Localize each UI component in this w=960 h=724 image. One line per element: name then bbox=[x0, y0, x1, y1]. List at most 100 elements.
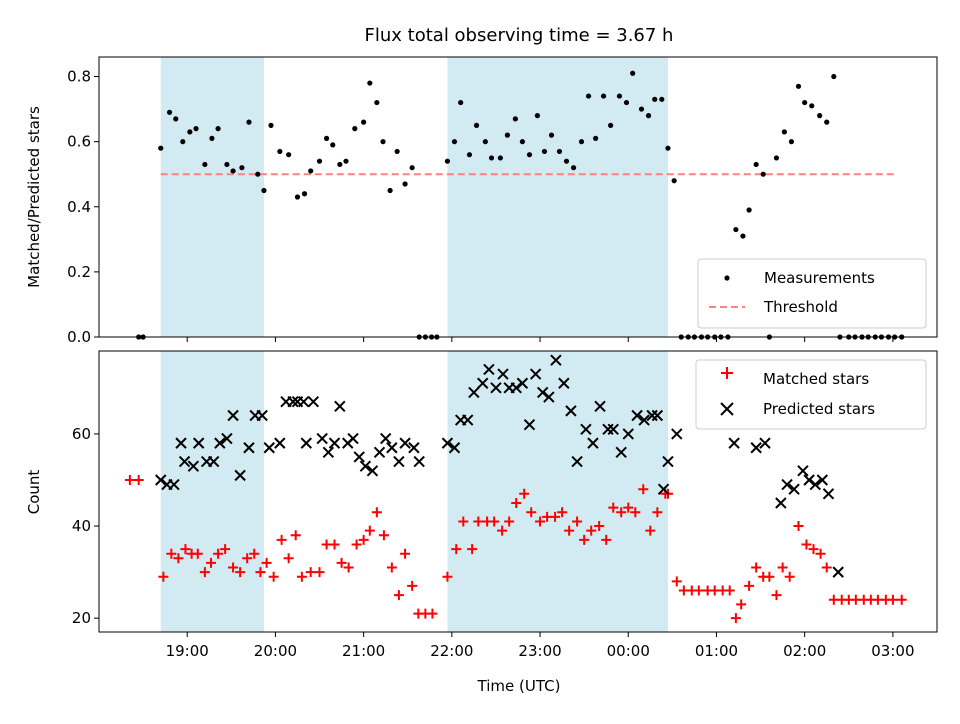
measurement-point bbox=[817, 113, 823, 119]
matched-stars-point bbox=[336, 557, 347, 568]
panel-top: 0.00.20.40.60.8 Matched/Predicted stars … bbox=[25, 56, 938, 346]
matched-stars-point bbox=[489, 516, 500, 527]
predicted-stars-point bbox=[399, 437, 411, 449]
predicted-stars-point bbox=[227, 409, 239, 422]
measurement-point bbox=[534, 113, 541, 119]
matched-stars-point bbox=[557, 507, 568, 518]
matched-stars-point bbox=[400, 548, 411, 559]
matched-stars-point bbox=[497, 525, 508, 536]
legend-label-threshold: Threshold bbox=[763, 298, 838, 316]
measurement-point bbox=[753, 161, 759, 168]
predicted-stars-point bbox=[651, 409, 664, 422]
matched-stars-point bbox=[724, 585, 735, 596]
predicted-stars-point bbox=[536, 386, 549, 399]
x-tick-label: 22:00 bbox=[430, 642, 473, 660]
matched-stars-point bbox=[427, 608, 438, 619]
measurement-point bbox=[802, 99, 808, 106]
measurement-point bbox=[519, 139, 526, 145]
matched-stars-point bbox=[616, 507, 627, 518]
predicted-stars-point bbox=[359, 460, 372, 472]
measurement-point bbox=[600, 93, 607, 99]
shaded-interval bbox=[160, 351, 264, 632]
matched-stars-point bbox=[283, 553, 294, 564]
predicted-stars-point bbox=[657, 483, 670, 495]
predicted-stars-point bbox=[214, 437, 226, 449]
matched-stars-point bbox=[276, 534, 287, 545]
predicted-stars-point bbox=[816, 474, 829, 486]
matched-stars-point bbox=[199, 567, 210, 578]
measurement-point bbox=[795, 83, 802, 89]
measurement-point bbox=[824, 119, 830, 125]
measurement-point bbox=[570, 165, 577, 171]
matched-stars-point bbox=[249, 548, 260, 559]
measurement-point bbox=[374, 99, 380, 106]
measurement-point bbox=[180, 139, 186, 145]
matched-stars-point bbox=[594, 521, 605, 532]
measurement-point bbox=[330, 142, 336, 148]
x-tick-label: 19:00 bbox=[166, 642, 209, 660]
matched-stars-point bbox=[261, 557, 272, 568]
matched-stars-point bbox=[693, 585, 704, 596]
predicted-stars-point bbox=[510, 382, 522, 394]
predicted-stars-point bbox=[221, 432, 233, 445]
measurement-point bbox=[488, 155, 495, 161]
measurement-point bbox=[733, 226, 739, 233]
matched-stars-point bbox=[887, 594, 898, 605]
matched-stars-point bbox=[296, 571, 307, 582]
matched-stars-point bbox=[579, 534, 590, 545]
x-tick-label: 23:00 bbox=[518, 642, 561, 660]
measurement-point bbox=[512, 116, 518, 122]
panel-top-y-axis-label: Matched/Predicted stars bbox=[25, 106, 43, 288]
x-tick-label: 02:00 bbox=[783, 642, 826, 660]
matched-stars-point bbox=[808, 544, 819, 555]
predicted-stars-point bbox=[287, 395, 299, 408]
matched-stars-point bbox=[451, 544, 462, 555]
matched-stars-point bbox=[623, 502, 634, 513]
predicted-stars-point bbox=[809, 478, 821, 491]
matched-stars-point bbox=[305, 567, 316, 578]
predicted-stars-point bbox=[413, 455, 425, 468]
predicted-stars-point bbox=[543, 391, 555, 403]
predicted-stars-point bbox=[353, 451, 365, 463]
matched-stars-point bbox=[343, 562, 354, 573]
measurement-point bbox=[409, 165, 415, 171]
measurement-point bbox=[659, 96, 665, 102]
predicted-stars-point bbox=[565, 405, 577, 417]
legend-box bbox=[697, 258, 927, 329]
panel-top-y-axis: 0.0 0.2 0.4 0.6 0.8 bbox=[67, 68, 99, 346]
measurement-point bbox=[230, 168, 236, 174]
matched-stars-point bbox=[801, 539, 812, 550]
predicted-stars-point bbox=[393, 455, 405, 468]
predicted-stars-point bbox=[580, 423, 592, 436]
predicted-stars-point bbox=[178, 455, 191, 468]
predicted-stars-point bbox=[462, 414, 474, 426]
measurement-point bbox=[740, 233, 746, 239]
measurement-point bbox=[187, 129, 193, 135]
predicted-stars-point bbox=[441, 437, 454, 449]
measurement-point bbox=[466, 152, 473, 158]
matched-stars-point bbox=[572, 516, 583, 527]
measurement-point bbox=[541, 148, 548, 155]
matched-stars-point bbox=[158, 571, 169, 582]
measurement-point bbox=[504, 132, 511, 138]
matched-stars-point bbox=[764, 571, 775, 582]
matched-stars-point bbox=[784, 571, 795, 582]
panel-bottom-marks bbox=[124, 354, 907, 624]
measurement-point bbox=[343, 158, 349, 164]
matched-stars-point bbox=[386, 562, 397, 573]
predicted-stars-point bbox=[256, 409, 268, 422]
matched-stars-point bbox=[242, 553, 253, 564]
matched-stars-point bbox=[535, 516, 546, 527]
measurement-point bbox=[215, 126, 221, 132]
matched-stars-point bbox=[213, 548, 224, 559]
predicted-stars-point bbox=[622, 428, 634, 440]
x-tick-label: 20:00 bbox=[254, 642, 297, 660]
matched-stars-point bbox=[736, 599, 747, 610]
y-tick-label: 0.2 bbox=[67, 263, 91, 281]
measurement-point bbox=[202, 161, 208, 168]
matched-stars-point bbox=[601, 534, 612, 545]
measurement-point bbox=[482, 139, 488, 145]
matched-stars-point bbox=[550, 511, 561, 522]
measurement-point bbox=[458, 99, 464, 106]
predicted-stars-point bbox=[587, 437, 599, 449]
